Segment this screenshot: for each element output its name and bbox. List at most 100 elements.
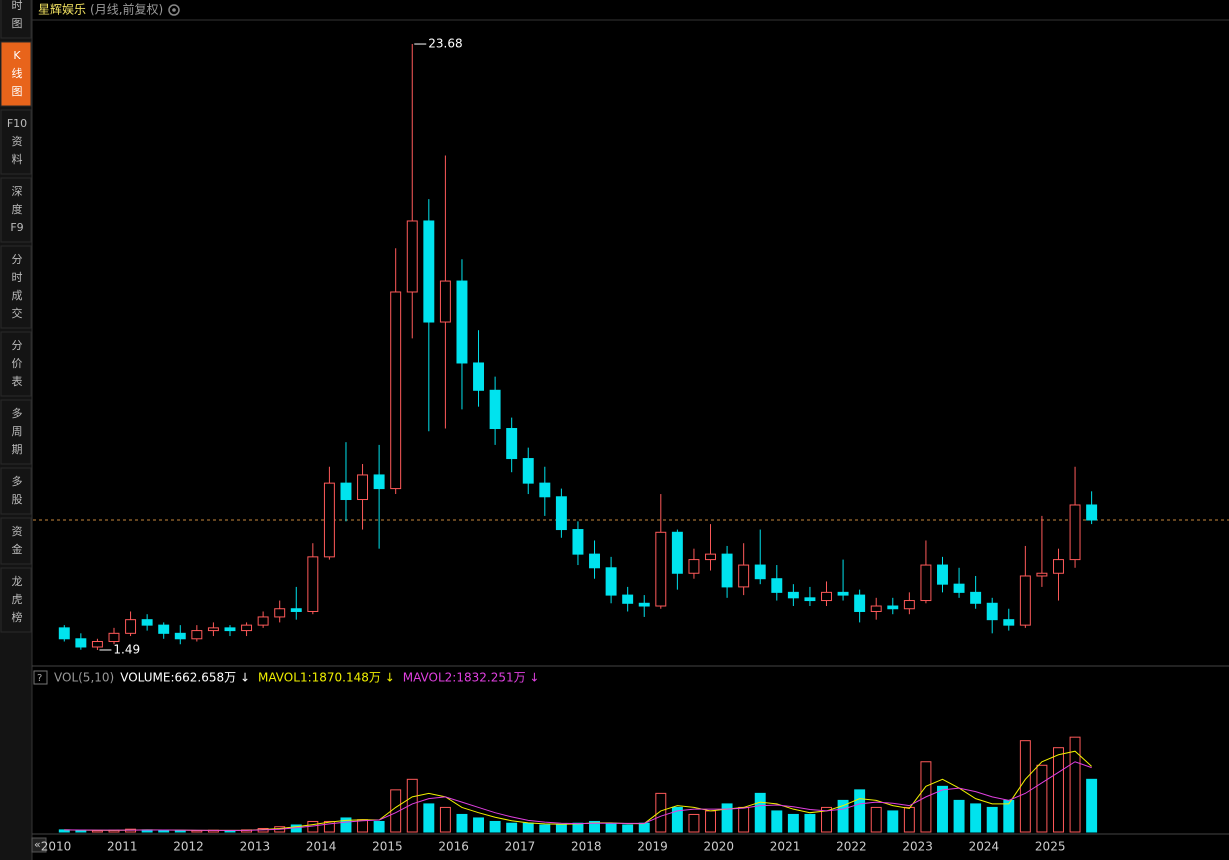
volume-bar (837, 799, 849, 833)
volume-bar (605, 822, 617, 833)
candle-body (323, 482, 335, 558)
volume-bar (655, 792, 667, 833)
sidebar-tab-label: 榜 (12, 610, 23, 624)
candle-body (340, 482, 352, 501)
candle-body (125, 619, 137, 634)
candle-body (605, 567, 617, 596)
x-tick-label: 2010 (41, 840, 72, 854)
volume-bar (91, 830, 103, 833)
volume-bar (522, 822, 534, 833)
candle-body (539, 482, 551, 498)
sidebar-tab[interactable] (0, 331, 32, 397)
scroll-icon: « (34, 838, 41, 851)
sidebar-tab-label: 时 (12, 0, 23, 12)
candle-body (903, 600, 915, 610)
sidebar-tab[interactable] (0, 567, 32, 633)
volume-bar (158, 829, 170, 833)
help-button[interactable] (33, 670, 48, 685)
candle-body (406, 220, 418, 293)
candle-body (1053, 559, 1064, 574)
max-label: 23.68 (428, 37, 462, 51)
sidebar-tab[interactable] (0, 177, 32, 243)
candle-body (174, 632, 186, 640)
candle-body (91, 641, 103, 648)
sidebar-tab[interactable] (0, 41, 32, 107)
x-tick-label: 2012 (173, 840, 204, 854)
candle-body (75, 638, 87, 648)
candle-body (290, 608, 302, 612)
candle-body (506, 428, 518, 460)
candle-body (854, 594, 866, 612)
volume-bar (887, 810, 899, 833)
volume-bar (854, 789, 866, 833)
candle-body (920, 564, 932, 602)
candle-body (771, 578, 783, 593)
candle-body (555, 496, 567, 531)
sidebar-tab-label: F9 (10, 221, 23, 234)
candle-body (1069, 504, 1081, 561)
candle-body (589, 553, 600, 569)
volume-bar (1053, 747, 1064, 833)
candle-body (108, 632, 120, 643)
volume-bar (1069, 736, 1081, 833)
candle-body (489, 389, 501, 430)
candle-body (423, 220, 435, 323)
x-tick-label: 2013 (240, 840, 271, 854)
volume-bar (489, 820, 501, 833)
sidebar-tab-label: 图 (12, 85, 23, 98)
volume-bar (903, 806, 915, 833)
sidebar-tab-label: K (13, 49, 21, 62)
volume-bar (821, 806, 832, 833)
volume-bar (456, 813, 468, 833)
sidebar-tab[interactable] (0, 399, 32, 465)
sidebar-tab-label: 期 (12, 443, 23, 456)
candle-body (357, 474, 369, 501)
x-tick-label: 2016 (438, 840, 469, 854)
sidebar-tab[interactable] (0, 245, 32, 329)
volume-bar (473, 817, 485, 833)
volume-bar (539, 824, 551, 833)
settings-icon[interactable] (168, 4, 180, 16)
candle-body (58, 627, 70, 640)
volume-bar (506, 822, 518, 833)
volume-bar (787, 813, 799, 833)
volume-bar (340, 817, 352, 833)
sidebar-tab-label: 线 (12, 66, 23, 80)
sidebar-tab[interactable] (0, 467, 32, 515)
candle-body (804, 597, 816, 602)
x-tick-label: 2023 (902, 840, 933, 854)
x-tick-label: 2024 (969, 840, 1000, 854)
sidebar-tab[interactable] (0, 0, 32, 39)
volume-bar (638, 822, 650, 833)
sidebar-tab[interactable] (0, 517, 32, 565)
candle-body (986, 602, 998, 621)
volume-bar (986, 806, 998, 833)
candle-body (622, 594, 634, 604)
volume-bar (174, 830, 186, 833)
candle-body (207, 627, 219, 632)
volume-bar (721, 803, 733, 833)
volume-bar (1003, 799, 1015, 833)
sidebar-tab-label: 股 (12, 493, 23, 506)
sidebar-tab-label: 金 (12, 542, 23, 556)
candle-body (837, 591, 849, 596)
volume-bar (423, 803, 435, 833)
mavol-legend: MAVOL1:1870.148万 ↓ (258, 671, 395, 685)
sidebar-tab-label: 分 (12, 253, 23, 266)
candle-body (390, 291, 402, 490)
scroll-button[interactable] (31, 837, 47, 853)
sidebar-tab-label: 价 (12, 357, 23, 370)
sidebar-tab-label: 分 (12, 339, 23, 352)
volume-bar (555, 824, 567, 833)
volume-bar (1036, 764, 1048, 833)
candle-body (887, 605, 899, 610)
volume-bar (589, 820, 600, 833)
volume-bar (738, 806, 750, 833)
sidebar-tab[interactable] (0, 109, 32, 175)
sidebar-tab-label: 深 (12, 185, 23, 198)
x-tick-label: 2025 (1035, 840, 1066, 854)
volume-bar (1019, 740, 1031, 833)
candle-body (307, 556, 319, 612)
stock-name: 星辉娱乐 (38, 3, 86, 17)
volume-bar (58, 829, 70, 833)
